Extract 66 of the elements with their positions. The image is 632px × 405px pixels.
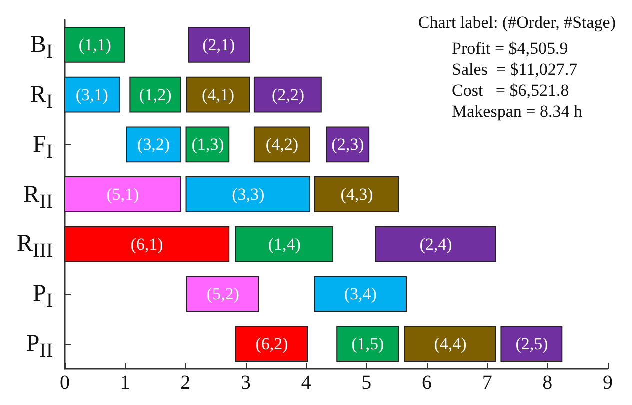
y-tick-label: F$_{I}$ <box>32 130 53 162</box>
annotation: (4,2) <box>266 135 298 154</box>
annotation: Chart label: (#Order, #Stage) <box>418 13 616 32</box>
y-tick-label: P$_{II}$ <box>26 330 53 362</box>
annotation: (3,2) <box>137 135 170 154</box>
bar <box>64 76 120 113</box>
y-tick-label: R$_{III}$ <box>17 230 53 262</box>
x-tick-label: 0 <box>60 372 70 394</box>
annotation: (1,5) <box>352 334 384 354</box>
bar <box>254 126 310 163</box>
bar <box>235 226 334 262</box>
annotation: (3,3) <box>232 185 265 204</box>
annotation: Profit = $4,505.9 <box>452 39 568 58</box>
annotation: (1,4) <box>268 234 301 254</box>
x-tick-label: 4 <box>301 372 312 394</box>
annotation: (2,5) <box>516 334 548 354</box>
x-tick-label: 2 <box>180 372 191 394</box>
x-tick-label: 9 <box>603 372 613 394</box>
bar <box>235 326 308 362</box>
bar <box>64 176 182 212</box>
bar <box>404 326 496 362</box>
bar <box>64 226 230 262</box>
annotation: (2,2) <box>272 85 305 104</box>
y-tick-label: R$_{I}$ <box>30 80 53 113</box>
bar <box>375 226 496 262</box>
x-tick-label: 7 <box>482 372 492 394</box>
bar <box>126 126 182 163</box>
bar <box>314 176 400 212</box>
y-tick-label: B$_{I}$ <box>30 30 53 63</box>
annotation: (3,1) <box>76 85 108 104</box>
bar <box>130 76 182 113</box>
annotation: (4,4) <box>434 334 467 354</box>
annotation: Makespan = 8.34 h <box>452 102 583 121</box>
x-tick-label: 3 <box>241 372 251 394</box>
annotation: (5,2) <box>206 284 240 304</box>
bar <box>314 276 407 312</box>
bar <box>326 126 370 163</box>
annotation: (2,3) <box>332 135 364 154</box>
bar <box>500 326 563 362</box>
y-tick-label: R$_{II}$ <box>24 180 53 212</box>
annotation: (1,3) <box>192 135 224 154</box>
annotation: (1,1) <box>78 35 112 54</box>
bar <box>336 326 400 362</box>
annotation: (3,4) <box>344 284 377 304</box>
annotation: (2,1) <box>202 35 236 54</box>
annotation: (4,3) <box>340 185 374 204</box>
bar <box>186 76 250 113</box>
bar <box>188 26 250 63</box>
x-tick-label: 1 <box>120 372 130 394</box>
y-tick-label: P$_{I}$ <box>32 280 53 312</box>
x-tick-label: 5 <box>362 372 372 394</box>
bar <box>254 76 322 113</box>
annotation: (4,1) <box>202 85 235 104</box>
annotation: (6,1) <box>130 234 164 254</box>
annotation: Cost = $6,521.8 <box>452 81 570 100</box>
annotation: Sales = $11,027.7 <box>452 60 578 79</box>
annotation: (6,2) <box>256 334 288 354</box>
annotation: (2,4) <box>420 234 452 254</box>
bar <box>186 276 260 312</box>
bar <box>186 176 310 212</box>
x-tick-label: 8 <box>542 372 553 394</box>
bar <box>186 126 230 163</box>
annotation: (5,1) <box>106 185 140 204</box>
x-tick-label: 6 <box>422 372 432 394</box>
annotation: (1,2) <box>139 85 172 104</box>
bar <box>64 26 126 63</box>
